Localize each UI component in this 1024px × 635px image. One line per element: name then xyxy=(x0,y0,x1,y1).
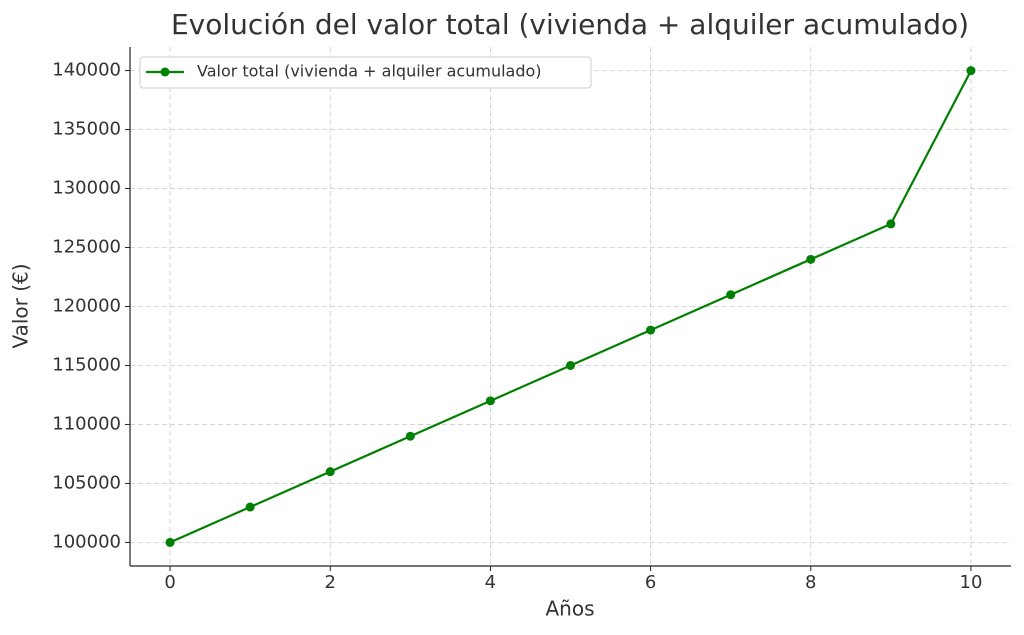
legend-label: Valor total (vivienda + alquiler acumula… xyxy=(197,62,542,81)
y-tick-label: 105000 xyxy=(52,472,121,493)
y-tick-label: 140000 xyxy=(52,60,121,81)
data-point xyxy=(566,360,575,370)
data-point xyxy=(966,66,976,76)
y-tick-label: 130000 xyxy=(52,178,121,199)
chart-title: Evolución del valor total (vivienda + al… xyxy=(171,8,969,41)
y-tick-label: 115000 xyxy=(52,354,121,375)
data-point xyxy=(165,537,175,547)
x-tick-label: 10 xyxy=(960,572,983,593)
x-tick-label: 8 xyxy=(805,572,816,593)
y-tick-label: 135000 xyxy=(52,119,121,140)
data-point xyxy=(325,467,335,477)
data-point xyxy=(485,396,495,406)
legend: Valor total (vivienda + alquiler acumula… xyxy=(139,56,592,89)
data-point xyxy=(646,325,656,335)
y-tick-label: 125000 xyxy=(52,237,121,258)
legend-box xyxy=(139,56,592,89)
y-axis-label: Valor (€) xyxy=(9,263,33,348)
x-tick-label: 0 xyxy=(164,572,175,593)
x-axis-label: Años xyxy=(545,597,594,621)
y-tick-label: 120000 xyxy=(52,296,121,317)
data-point xyxy=(726,290,736,300)
y-tick-label: 100000 xyxy=(52,531,121,552)
y-tick-label: 110000 xyxy=(52,413,121,434)
x-tick-label: 2 xyxy=(325,572,336,593)
data-point xyxy=(405,431,415,441)
x-tick-label: 4 xyxy=(485,572,496,593)
legend-marker xyxy=(160,67,170,77)
data-point xyxy=(806,254,816,264)
data-point xyxy=(886,219,896,229)
data-point xyxy=(245,502,255,512)
x-tick-label: 6 xyxy=(645,572,656,593)
